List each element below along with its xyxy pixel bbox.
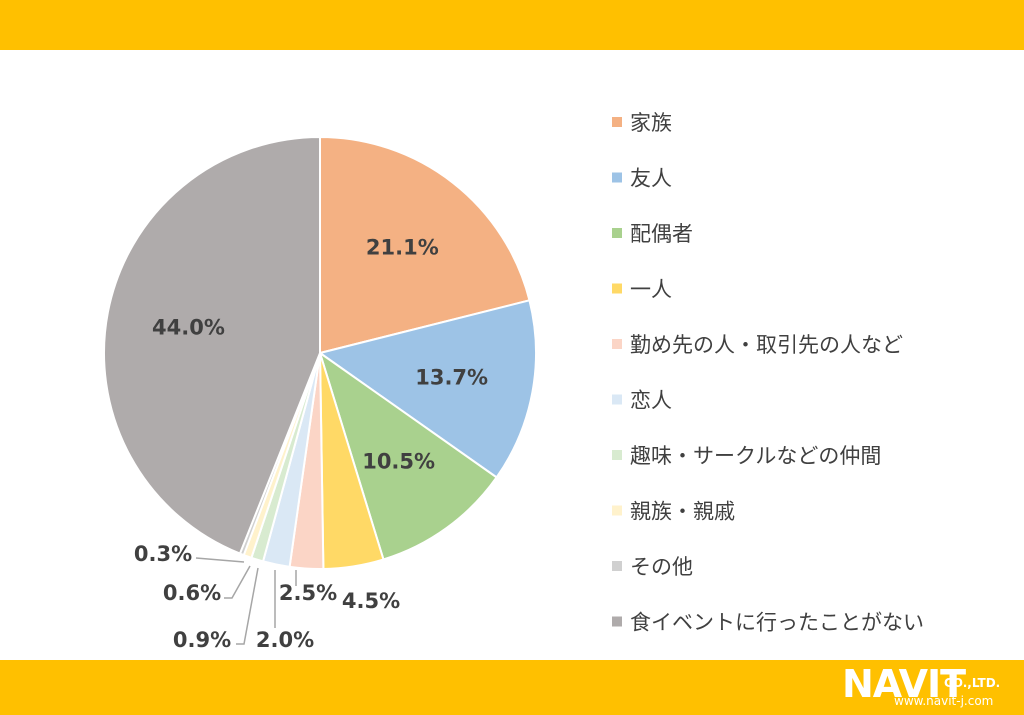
- legend-label-7: 親族・親戚: [630, 500, 735, 524]
- legend-swatch-3: [612, 283, 622, 294]
- leader-line-7: [224, 565, 251, 599]
- data-label-4: 2.5%: [279, 581, 337, 605]
- pie-slice-2: [318, 350, 498, 561]
- legend-swatch-4: [612, 339, 622, 349]
- pie-chart: 21.1% 13.7% 10.5% 4.5%2.5% 2.0% 0.9% 0.6% 0.3% 4…: [103, 111, 924, 652]
- legend-swatch-8: [612, 561, 622, 571]
- legend-swatch-0: [612, 117, 622, 127]
- legend-label-1: 友人: [630, 167, 672, 191]
- logo-url-text: www.navit-j.com: [894, 694, 994, 708]
- logo-company-text: CO.,LTD.: [944, 676, 1001, 690]
- data-label-5: 2.0%: [256, 628, 314, 652]
- legend-label-3: 一人: [630, 278, 672, 302]
- legend-swatch-2: [612, 228, 622, 238]
- legend-swatch-9: [612, 616, 622, 627]
- logo-main-text: NAVIT: [842, 662, 966, 706]
- data-label-0: 21.1%: [366, 235, 439, 259]
- data-labels: 21.1% 13.7% 10.5% 4.5%2.5% 2.0% 0.9% 0.6% 0.3% 4…: [134, 235, 488, 652]
- legend-label-5: 恋人: [630, 389, 672, 413]
- legend-swatch-5: [612, 394, 622, 405]
- pie-slice-1: [317, 299, 537, 479]
- data-label-2: 10.5%: [362, 449, 435, 473]
- legend-swatch-7: [612, 505, 622, 516]
- data-label-7: 0.6%: [163, 581, 221, 605]
- legend-label-6: 趣味・サークルなどの仲間: [630, 444, 881, 468]
- pie-slice-0: [319, 135, 531, 355]
- leader-line-6: [236, 567, 259, 645]
- pie-slices: [103, 135, 537, 570]
- legend: 家族友人配偶者一人勤め先の人・取引先の人など恋人趣味・サークルなどの仲間親族・親…: [612, 111, 924, 635]
- legend-label-8: その他: [630, 555, 693, 579]
- legend-label-0: 家族: [630, 111, 672, 135]
- leader-line-8: [195, 557, 245, 563]
- top-banner: [0, 0, 1024, 50]
- legend-label-2: 配偶者: [630, 222, 693, 246]
- navit-logo: NAVIT CO.,LTD. www.navit-j.com: [832, 664, 1012, 712]
- data-label-6: 0.9%: [173, 628, 231, 652]
- pie-slice-9: [103, 135, 321, 555]
- legend-swatch-6: [612, 450, 622, 460]
- legend-label-9: 食イベントに行ったことがない: [630, 611, 924, 635]
- bottom-banner: [0, 660, 1024, 715]
- data-label-3: 4.5%: [342, 589, 400, 613]
- legend-label-4: 勤め先の人・取引先の人など: [630, 333, 903, 357]
- data-label-9: 44.0%: [152, 316, 225, 340]
- data-label-1: 13.7%: [415, 365, 488, 389]
- legend-swatch-1: [612, 172, 622, 183]
- leader-lines: [195, 557, 297, 645]
- data-label-8: 0.3%: [134, 542, 192, 566]
